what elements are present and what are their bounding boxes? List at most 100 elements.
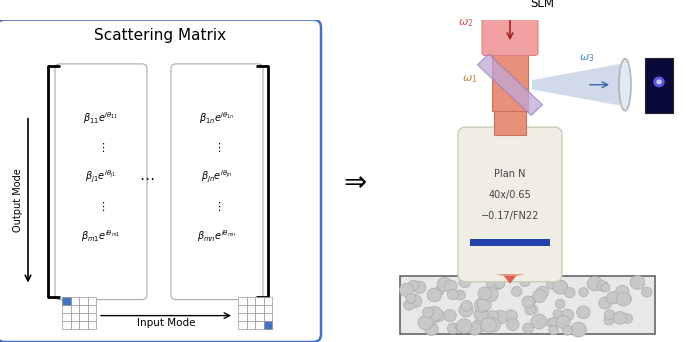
Text: $\vdots$: $\vdots$ <box>213 200 221 213</box>
Text: $\vdots$: $\vdots$ <box>213 141 221 154</box>
Circle shape <box>444 280 457 292</box>
Circle shape <box>604 315 614 325</box>
Bar <box>494 111 526 135</box>
Circle shape <box>504 310 517 323</box>
Circle shape <box>477 298 491 311</box>
Bar <box>255 297 263 305</box>
Circle shape <box>630 276 645 289</box>
Circle shape <box>528 305 538 314</box>
Circle shape <box>549 318 559 327</box>
Circle shape <box>601 284 610 292</box>
Circle shape <box>525 305 536 315</box>
Text: $\beta_{j1}e^{i\theta_{j1}}$: $\beta_{j1}e^{i\theta_{j1}}$ <box>85 169 117 185</box>
Circle shape <box>481 318 496 332</box>
Bar <box>79 305 88 313</box>
Circle shape <box>599 297 612 309</box>
Circle shape <box>553 280 568 294</box>
Bar <box>496 0 524 10</box>
Circle shape <box>474 308 488 321</box>
Circle shape <box>570 322 587 337</box>
Bar <box>88 313 96 321</box>
Circle shape <box>642 287 652 297</box>
Circle shape <box>478 287 491 300</box>
Circle shape <box>523 323 533 333</box>
Circle shape <box>547 280 556 289</box>
Circle shape <box>447 323 458 334</box>
Circle shape <box>547 318 556 328</box>
Text: $\omega_1$: $\omega_1$ <box>463 73 478 85</box>
Bar <box>62 313 71 321</box>
Circle shape <box>475 298 490 313</box>
Polygon shape <box>532 64 620 105</box>
Bar <box>62 297 71 305</box>
Circle shape <box>526 297 536 305</box>
Bar <box>470 239 550 246</box>
Text: Scattering Matrix: Scattering Matrix <box>94 28 226 43</box>
Circle shape <box>495 279 505 289</box>
Text: 40x/0.65: 40x/0.65 <box>489 189 531 200</box>
Circle shape <box>654 77 664 87</box>
Circle shape <box>490 277 504 290</box>
Circle shape <box>536 286 549 298</box>
Circle shape <box>533 290 546 303</box>
Bar <box>79 321 88 329</box>
Circle shape <box>454 290 466 300</box>
Text: −0.17/FN22: −0.17/FN22 <box>481 211 539 221</box>
Circle shape <box>459 277 470 288</box>
Circle shape <box>616 292 631 306</box>
Circle shape <box>549 326 559 335</box>
Bar <box>71 297 79 305</box>
Text: SLM: SLM <box>530 0 554 10</box>
Bar <box>62 305 71 313</box>
Bar <box>263 321 272 329</box>
Bar <box>238 305 246 313</box>
Polygon shape <box>477 54 542 115</box>
Bar <box>79 313 88 321</box>
Circle shape <box>404 300 414 310</box>
Circle shape <box>425 323 438 336</box>
Circle shape <box>423 307 433 317</box>
Text: $\beta_{m1}e^{i\theta_{m1}}$: $\beta_{m1}e^{i\theta_{m1}}$ <box>81 228 120 244</box>
Bar <box>238 313 246 321</box>
Bar <box>62 297 71 305</box>
Bar <box>263 313 272 321</box>
Circle shape <box>406 294 416 303</box>
Circle shape <box>456 321 467 332</box>
Circle shape <box>555 280 568 292</box>
Circle shape <box>657 80 661 84</box>
Circle shape <box>408 295 422 308</box>
Circle shape <box>622 314 633 324</box>
Ellipse shape <box>619 59 631 111</box>
Circle shape <box>512 287 522 297</box>
Bar <box>246 313 255 321</box>
Circle shape <box>579 288 589 297</box>
Bar <box>492 53 528 111</box>
Text: Plan N: Plan N <box>494 169 526 179</box>
Circle shape <box>519 276 531 287</box>
Circle shape <box>438 277 452 291</box>
Circle shape <box>426 306 442 321</box>
Bar <box>255 305 263 313</box>
Circle shape <box>433 311 445 321</box>
Bar <box>238 297 246 305</box>
Polygon shape <box>495 274 525 284</box>
FancyBboxPatch shape <box>171 64 263 300</box>
Circle shape <box>447 289 458 300</box>
Circle shape <box>456 319 472 333</box>
Bar <box>263 305 272 313</box>
Bar <box>400 276 655 334</box>
Text: $\vdots$: $\vdots$ <box>97 200 105 213</box>
Circle shape <box>555 299 565 308</box>
Bar <box>62 321 71 329</box>
Bar <box>263 321 272 329</box>
Circle shape <box>556 315 570 329</box>
Circle shape <box>522 296 534 308</box>
Bar <box>79 297 88 305</box>
Circle shape <box>531 314 547 329</box>
Bar <box>238 321 246 329</box>
Circle shape <box>564 288 575 298</box>
Circle shape <box>597 281 608 291</box>
Bar <box>246 321 255 329</box>
Bar <box>71 321 79 329</box>
Circle shape <box>473 319 486 332</box>
